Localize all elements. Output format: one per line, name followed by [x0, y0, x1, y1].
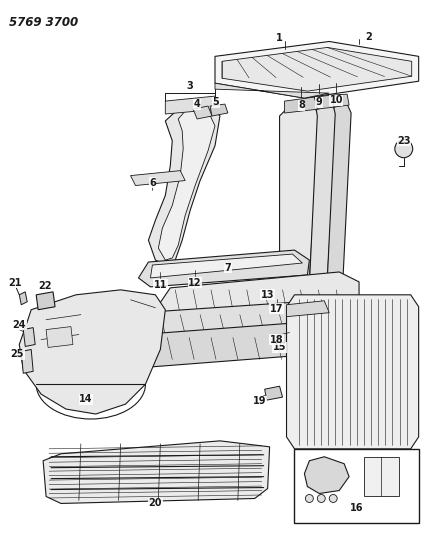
- Polygon shape: [139, 250, 309, 287]
- Text: 5769 3700: 5769 3700: [9, 15, 78, 29]
- Polygon shape: [286, 301, 329, 317]
- Polygon shape: [23, 328, 35, 346]
- Circle shape: [395, 140, 413, 158]
- Polygon shape: [215, 83, 329, 98]
- Text: 7: 7: [225, 263, 231, 273]
- Polygon shape: [36, 292, 55, 310]
- Polygon shape: [364, 457, 399, 497]
- Polygon shape: [265, 386, 282, 400]
- Text: 6: 6: [149, 177, 156, 188]
- Polygon shape: [165, 96, 220, 114]
- Text: 12: 12: [188, 278, 202, 288]
- Text: 17: 17: [270, 304, 283, 314]
- FancyBboxPatch shape: [294, 449, 419, 523]
- Polygon shape: [215, 42, 419, 98]
- Text: 13: 13: [261, 290, 274, 300]
- Polygon shape: [21, 350, 33, 373]
- Text: 15: 15: [273, 343, 286, 352]
- Text: 10: 10: [330, 95, 343, 105]
- Text: 18: 18: [270, 335, 283, 344]
- Text: 21: 21: [9, 278, 22, 288]
- Polygon shape: [149, 101, 220, 265]
- Text: 22: 22: [39, 281, 52, 291]
- Polygon shape: [131, 171, 185, 185]
- Text: 9: 9: [316, 97, 323, 107]
- Polygon shape: [43, 441, 270, 504]
- Polygon shape: [222, 47, 412, 91]
- Text: 19: 19: [253, 396, 267, 406]
- Polygon shape: [286, 295, 419, 449]
- Polygon shape: [327, 95, 351, 285]
- Polygon shape: [158, 105, 215, 260]
- Polygon shape: [285, 97, 319, 113]
- Circle shape: [317, 495, 325, 503]
- Polygon shape: [19, 290, 165, 414]
- Text: 4: 4: [194, 99, 200, 109]
- Text: 1: 1: [276, 34, 283, 44]
- Text: 14: 14: [79, 394, 92, 404]
- Text: 24: 24: [12, 320, 26, 329]
- Circle shape: [329, 495, 337, 503]
- Text: 20: 20: [149, 498, 162, 508]
- Text: 8: 8: [298, 100, 305, 110]
- Text: 2: 2: [366, 31, 372, 42]
- Polygon shape: [309, 96, 337, 290]
- Polygon shape: [46, 327, 73, 348]
- Text: 16: 16: [350, 504, 364, 513]
- Polygon shape: [314, 95, 335, 109]
- Text: 5: 5: [213, 97, 220, 107]
- Circle shape: [306, 495, 313, 503]
- Polygon shape: [193, 106, 212, 119]
- Polygon shape: [155, 272, 359, 320]
- Polygon shape: [279, 98, 319, 290]
- Text: 25: 25: [11, 350, 24, 359]
- Polygon shape: [128, 318, 379, 367]
- Polygon shape: [143, 298, 374, 340]
- Polygon shape: [19, 292, 27, 305]
- Polygon shape: [331, 94, 349, 107]
- Text: 11: 11: [154, 280, 167, 290]
- Text: 23: 23: [397, 136, 410, 146]
- Polygon shape: [304, 457, 349, 494]
- Text: 3: 3: [187, 81, 193, 91]
- Polygon shape: [150, 254, 303, 278]
- Polygon shape: [210, 104, 228, 116]
